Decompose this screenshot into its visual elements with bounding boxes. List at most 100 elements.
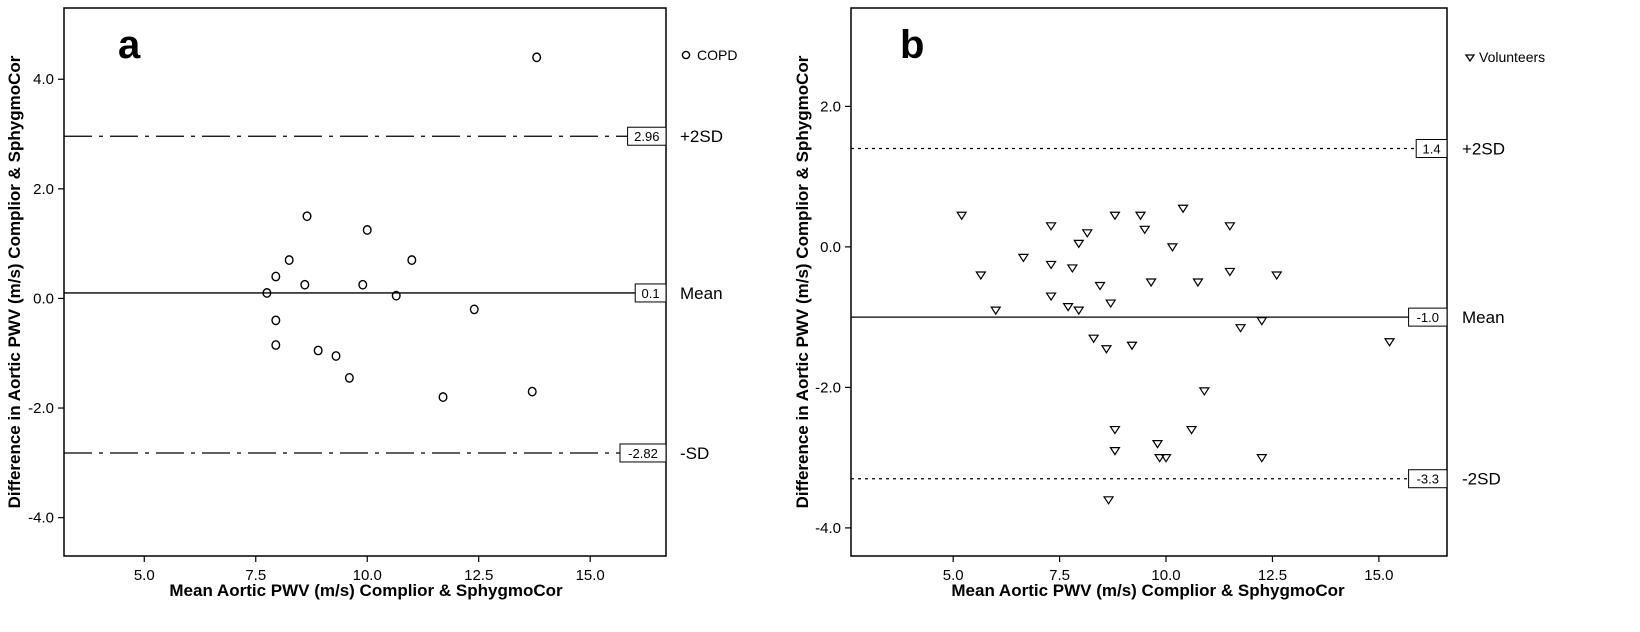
data-point-b-12 bbox=[1088, 334, 1100, 344]
data-point-a-3 bbox=[284, 255, 294, 265]
data-point-b-0 bbox=[956, 211, 968, 221]
data-point-b-24 bbox=[1154, 454, 1166, 463]
x-tick-label-b-0: 5.0 bbox=[943, 567, 964, 584]
data-point-a-2 bbox=[362, 225, 372, 235]
y-tick-label-a-0: 4.0 bbox=[33, 71, 54, 88]
data-point-a-5 bbox=[271, 271, 281, 282]
x-tick-label-a-3: 12.5 bbox=[464, 567, 493, 584]
data-point-b-10 bbox=[1073, 306, 1085, 316]
data-point-b-33 bbox=[1234, 324, 1247, 333]
reference-line-label-a-2: -SD bbox=[680, 444, 709, 463]
reference-line-label-a-0: +2SD bbox=[680, 127, 723, 146]
data-point-b-27 bbox=[1177, 204, 1189, 214]
legend-label-copd: COPD bbox=[697, 47, 737, 63]
data-point-b-3 bbox=[1017, 253, 1030, 263]
data-point-b-22 bbox=[1145, 278, 1157, 288]
data-point-b-9 bbox=[1073, 239, 1085, 249]
data-point-a-11 bbox=[271, 315, 281, 326]
reference-value-box-b-0 bbox=[1415, 139, 1448, 159]
y-tick-label-b-1: 0.0 bbox=[820, 239, 841, 256]
x-tick-label-a-4: 15.0 bbox=[576, 567, 605, 584]
reference-value-box-a-0 bbox=[627, 126, 667, 146]
data-point-b-20 bbox=[1134, 211, 1147, 221]
plot-frame-b bbox=[850, 7, 1448, 557]
data-point-b-4 bbox=[1045, 222, 1057, 231]
data-point-b-13 bbox=[1094, 281, 1106, 291]
reference-value-box-b-1 bbox=[1408, 307, 1448, 327]
data-point-a-12 bbox=[271, 340, 281, 350]
data-point-b-8 bbox=[1066, 264, 1078, 274]
panel-label-b: b bbox=[900, 23, 924, 67]
data-point-a-9 bbox=[391, 290, 401, 301]
data-point-a-10 bbox=[469, 304, 479, 315]
data-point-b-1 bbox=[975, 271, 987, 281]
y-tick-label-a-4: -4.0 bbox=[28, 510, 54, 527]
y-axis-title-b: Difference in Aortic PWV (m/s) Complior … bbox=[793, 55, 812, 508]
reference-line-label-a-1: Mean bbox=[680, 284, 723, 303]
panel-label-a: a bbox=[118, 23, 141, 67]
data-point-b-18 bbox=[1109, 447, 1121, 456]
data-point-a-14 bbox=[331, 351, 341, 361]
data-point-b-16 bbox=[1109, 211, 1121, 221]
data-point-b-32 bbox=[1224, 267, 1236, 277]
x-tick-label-a-1: 7.5 bbox=[245, 567, 266, 584]
data-point-b-2 bbox=[990, 306, 1002, 316]
data-point-b-15 bbox=[1105, 299, 1117, 309]
reference-value-box-a-2 bbox=[619, 443, 667, 463]
data-point-a-7 bbox=[358, 279, 368, 290]
x-tick-label-b-3: 12.5 bbox=[1258, 567, 1287, 584]
data-point-a-0 bbox=[532, 52, 542, 63]
data-point-a-13 bbox=[313, 345, 323, 356]
data-point-b-38 bbox=[1102, 496, 1115, 505]
data-point-b-35 bbox=[1256, 454, 1268, 463]
legend-label-volunteers: Volunteers bbox=[1479, 49, 1545, 65]
data-point-b-7 bbox=[1062, 302, 1074, 312]
reference-line-label-b-2: -2SD bbox=[1462, 470, 1501, 489]
legend-marker-volunteers bbox=[1464, 54, 1476, 63]
data-point-b-26 bbox=[1166, 243, 1179, 252]
data-point-b-21 bbox=[1139, 225, 1151, 235]
data-point-b-19 bbox=[1126, 341, 1138, 351]
data-point-b-31 bbox=[1224, 222, 1236, 231]
data-point-b-25 bbox=[1160, 454, 1172, 463]
reference-value-a-2: -2.82 bbox=[628, 446, 658, 461]
reference-value-b-1: -1.0 bbox=[1417, 310, 1439, 325]
data-point-a-1 bbox=[302, 211, 312, 222]
data-point-b-34 bbox=[1256, 317, 1268, 326]
data-point-a-4 bbox=[407, 255, 417, 265]
y-tick-label-a-3: -2.0 bbox=[28, 400, 54, 417]
plot-frame-a bbox=[63, 7, 667, 557]
legend-b: Volunteers bbox=[1464, 49, 1545, 65]
data-point-a-8 bbox=[262, 288, 272, 298]
x-tick-label-a-2: 10.0 bbox=[353, 567, 382, 584]
panel-b: b Mean Aortic PWV (m/s) Complior & Sphyg… bbox=[793, 7, 1545, 600]
data-point-b-29 bbox=[1192, 278, 1204, 288]
data-point-b-36 bbox=[1271, 271, 1283, 281]
data-point-b-37 bbox=[1383, 338, 1396, 347]
reference-value-b-2: -3.3 bbox=[1417, 472, 1439, 487]
data-point-b-28 bbox=[1185, 425, 1198, 435]
reference-value-b-0: 1.4 bbox=[1423, 142, 1441, 157]
x-tick-label-a-0: 5.0 bbox=[134, 567, 155, 584]
data-point-a-17 bbox=[438, 392, 448, 402]
y-tick-label-b-2: -2.0 bbox=[815, 379, 841, 396]
x-tick-label-b-2: 10.0 bbox=[1151, 567, 1180, 584]
reference-value-box-a-1 bbox=[634, 283, 667, 303]
y-tick-label-b-3: -4.0 bbox=[815, 520, 841, 537]
x-axis-title-b: Mean Aortic PWV (m/s) Complior & Sphygmo… bbox=[951, 581, 1345, 600]
data-point-b-17 bbox=[1109, 425, 1121, 435]
x-tick-label-b-4: 15.0 bbox=[1364, 567, 1393, 584]
data-point-b-5 bbox=[1045, 260, 1057, 270]
legend-marker-copd bbox=[681, 50, 691, 60]
reference-line-label-b-1: Mean bbox=[1462, 308, 1505, 327]
y-tick-label-a-1: 2.0 bbox=[33, 181, 54, 198]
reference-line-label-b-0: +2SD bbox=[1462, 140, 1505, 159]
data-point-b-14 bbox=[1100, 345, 1113, 354]
y-axis-title-a: Difference in Aortic PWV (m/s) Complior … bbox=[5, 55, 24, 508]
x-axis-title-a: Mean Aortic PWV (m/s) Complior & Sphygmo… bbox=[169, 581, 563, 600]
panel-a: a Mean Aortic PWV (m/s) Complior & Sphyg… bbox=[5, 7, 737, 600]
legend-a: COPD bbox=[681, 47, 737, 63]
reference-value-box-b-2 bbox=[1408, 469, 1448, 489]
data-point-a-15 bbox=[344, 372, 354, 383]
